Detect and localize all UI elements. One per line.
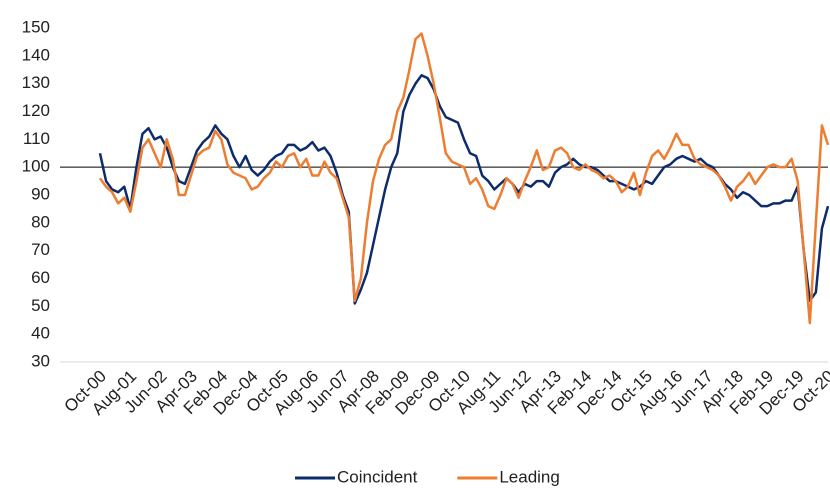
y-tick-label: 130 [22, 73, 50, 92]
y-tick-label: 120 [22, 101, 50, 120]
y-tick-label: 150 [22, 17, 50, 36]
y-tick-label: 140 [22, 45, 50, 64]
y-tick-label: 60 [31, 268, 50, 287]
y-tick-label: 110 [23, 129, 50, 148]
y-tick-label: 90 [31, 184, 50, 203]
y-tick-label: 80 [31, 212, 50, 231]
legend-label: Leading [499, 467, 560, 486]
y-tick-label: 100 [22, 157, 50, 176]
y-tick-label: 50 [31, 296, 50, 315]
y-tick-label: 30 [31, 351, 50, 370]
series-line [98, 74, 830, 305]
y-tick-label: 40 [31, 324, 50, 343]
legend-label: Coincident [337, 467, 418, 486]
series-line [98, 32, 830, 325]
y-tick-label: 70 [31, 240, 50, 259]
